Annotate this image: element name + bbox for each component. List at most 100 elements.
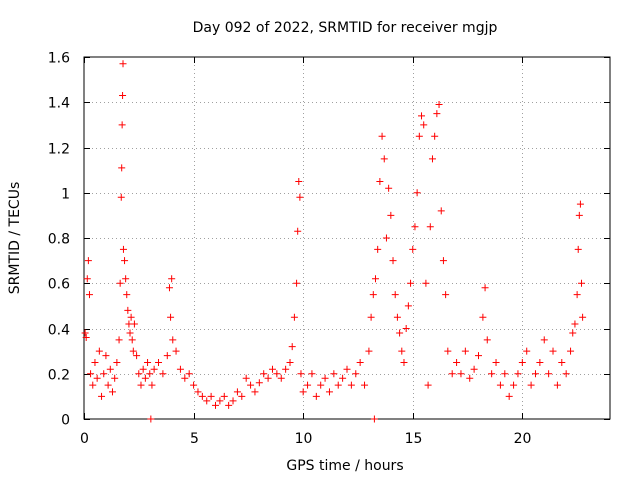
x-axis-label: GPS time / hours <box>286 458 403 474</box>
data-point <box>479 313 487 321</box>
data-point <box>133 352 141 360</box>
data-point <box>453 358 461 366</box>
data-point <box>207 392 215 400</box>
y-tick-label: 0.2 <box>48 368 70 384</box>
data-point <box>501 370 509 378</box>
data-point <box>147 415 155 423</box>
data-point <box>130 320 138 328</box>
x-tick-label: 20 <box>514 431 532 447</box>
data-point <box>431 132 439 140</box>
data-point <box>578 279 586 287</box>
data-point <box>527 381 535 389</box>
data-point <box>518 358 526 366</box>
data-point <box>155 358 163 366</box>
data-point <box>111 374 119 382</box>
data-point <box>385 184 393 192</box>
data-point <box>370 415 378 423</box>
grid-lines <box>84 57 610 419</box>
data-point <box>308 370 316 378</box>
data-point <box>203 397 211 405</box>
data-point <box>119 60 127 68</box>
data-point <box>402 325 410 332</box>
data-point <box>483 336 491 344</box>
data-point <box>418 112 426 120</box>
data-point <box>122 275 130 283</box>
data-point <box>102 352 110 360</box>
data-point <box>352 370 360 378</box>
x-tick-label: 15 <box>405 431 423 447</box>
data-point <box>347 381 355 389</box>
data-point <box>288 343 296 351</box>
data-point <box>139 365 147 373</box>
data-point <box>100 370 108 378</box>
data-point <box>127 313 135 321</box>
data-point <box>475 352 482 360</box>
data-point <box>277 374 285 382</box>
data-point <box>382 234 390 242</box>
data-point <box>422 279 430 287</box>
data-point <box>146 370 154 378</box>
data-point <box>89 381 97 389</box>
data-point <box>172 347 180 355</box>
data-point <box>264 374 272 382</box>
data-point <box>128 336 136 344</box>
data-point <box>356 358 364 366</box>
x-tick-label: 5 <box>190 431 199 447</box>
data-point <box>159 370 167 378</box>
data-point <box>404 302 412 310</box>
data-point <box>93 374 101 382</box>
data-point <box>117 193 125 201</box>
data-point <box>409 245 417 253</box>
data-point <box>407 279 415 287</box>
data-point <box>428 155 436 163</box>
data-point <box>579 313 587 321</box>
data-point <box>123 291 131 299</box>
data-point <box>387 211 395 219</box>
data-point <box>481 284 489 292</box>
data-point <box>574 245 582 253</box>
data-point <box>84 257 92 265</box>
data-point <box>378 132 386 140</box>
data-point <box>113 358 121 366</box>
data-point <box>536 358 544 366</box>
data-point <box>185 370 193 378</box>
data-point <box>398 347 406 355</box>
y-tick-label: 0.6 <box>48 277 70 293</box>
data-point <box>321 374 329 382</box>
data-point <box>194 388 202 396</box>
data-point <box>488 370 496 378</box>
data-point <box>569 329 577 337</box>
data-point <box>437 207 445 215</box>
x-tick-label: 10 <box>295 431 313 447</box>
data-point <box>330 370 338 378</box>
data-point <box>247 381 255 389</box>
y-tick-label: 1.6 <box>48 51 70 67</box>
data-point <box>380 155 388 163</box>
data-point <box>571 320 579 328</box>
data-point <box>297 370 305 378</box>
data-point <box>119 245 127 253</box>
data-point <box>168 275 176 283</box>
data-point <box>466 374 474 382</box>
axis-ticks: 0 0.2 0.4 0.6 0.8 1 1.2 1.4 1.6 0 5 10 15 20 <box>48 51 610 447</box>
data-point <box>567 347 575 355</box>
data-point <box>549 347 557 355</box>
data-point <box>260 370 268 378</box>
data-point <box>106 365 114 373</box>
data-point <box>290 313 298 321</box>
data-point <box>492 358 500 366</box>
data-point <box>413 189 421 197</box>
data-point <box>461 347 469 355</box>
data-point <box>496 381 504 389</box>
data-point <box>343 365 351 373</box>
data-point <box>545 370 553 378</box>
data-point <box>576 200 584 208</box>
x-tick-label: 0 <box>80 431 89 447</box>
data-point <box>374 245 382 253</box>
data-point <box>229 397 237 405</box>
data-point <box>91 358 99 366</box>
data-point <box>255 379 263 387</box>
data-point <box>391 291 399 299</box>
data-point <box>150 365 158 373</box>
